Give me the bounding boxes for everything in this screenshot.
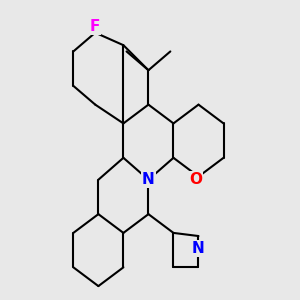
Text: O: O [189, 172, 202, 187]
Text: F: F [90, 19, 101, 34]
Text: N: N [192, 241, 205, 256]
Text: N: N [142, 172, 155, 187]
